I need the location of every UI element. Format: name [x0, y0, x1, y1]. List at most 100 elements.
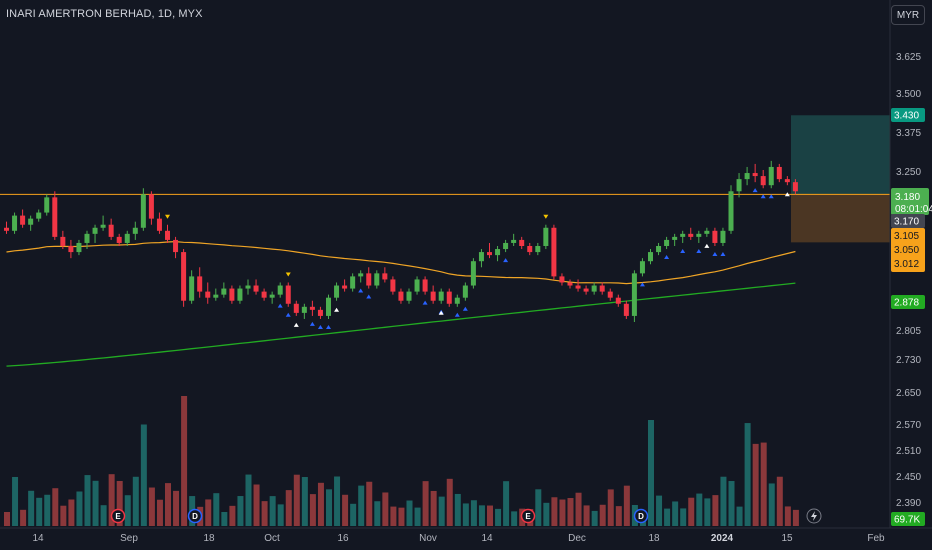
candle-body — [60, 236, 66, 246]
candle — [591, 282, 597, 295]
candle-body — [688, 233, 694, 237]
candle — [12, 212, 18, 234]
x-tick-label: Nov — [419, 533, 437, 544]
candle — [446, 288, 452, 307]
candle — [358, 270, 364, 283]
volume-bar — [269, 496, 276, 526]
candle-body — [503, 242, 509, 250]
x-tick-label: 2024 — [711, 533, 734, 544]
level-line-tag: 3.170 — [891, 214, 925, 228]
candle — [309, 300, 315, 316]
candle — [100, 215, 106, 231]
signal-up-marker — [366, 294, 372, 299]
volume-bar — [301, 477, 308, 526]
candle — [478, 249, 484, 268]
candle — [704, 227, 710, 237]
candle — [197, 267, 203, 298]
candle — [648, 249, 653, 265]
y-tick-label: 2.510 — [896, 446, 921, 457]
svg-text:69.7K: 69.7K — [894, 515, 920, 526]
volume-bar — [720, 476, 727, 526]
candle — [575, 279, 581, 292]
candle-body — [253, 285, 259, 292]
candle-body — [84, 233, 90, 243]
x-tick-label: 14 — [32, 533, 44, 544]
volume-bar — [559, 499, 566, 526]
candle-body — [495, 249, 501, 256]
stop-zone — [791, 194, 890, 243]
candle-body — [511, 239, 517, 243]
candle-body — [591, 285, 597, 292]
candle-body — [4, 227, 9, 231]
y-tick-label: 3.250 — [896, 167, 921, 178]
x-tick-label: 18 — [203, 533, 215, 544]
volume-bar — [752, 443, 759, 526]
volume-bar — [124, 495, 131, 526]
candle-body — [317, 309, 323, 316]
candle-body — [559, 276, 565, 283]
volume-bar — [656, 495, 663, 526]
candle — [20, 209, 26, 228]
candle-body — [189, 276, 195, 301]
volume-bar — [148, 487, 155, 526]
candle — [664, 236, 670, 250]
candle — [599, 282, 605, 295]
candle-body — [342, 285, 348, 289]
dividend-icon: D — [633, 508, 649, 524]
volume-bar — [599, 504, 606, 526]
candle — [615, 294, 621, 307]
volume-bar — [744, 423, 751, 526]
candle-body — [173, 239, 179, 253]
y-tick-label: 2.390 — [896, 498, 921, 509]
candle — [390, 276, 396, 295]
volume-bar — [253, 484, 260, 526]
candle — [342, 279, 348, 292]
indicator-lines — [0, 193, 890, 367]
candle-body — [20, 215, 26, 225]
candle-body — [28, 218, 34, 225]
candle-body — [382, 273, 388, 280]
candle-body — [792, 182, 798, 192]
currency-button[interactable]: MYR — [891, 5, 925, 25]
x-tick-label: 18 — [648, 533, 660, 544]
dividend-icon: D — [187, 508, 203, 524]
candle-body — [108, 224, 114, 237]
candle — [36, 209, 42, 222]
candle-body — [76, 242, 82, 253]
candle-body — [422, 279, 428, 292]
candle — [527, 242, 533, 256]
candle — [422, 276, 428, 295]
volume-tag: 69.7K — [891, 512, 925, 526]
volume-bar — [607, 489, 614, 526]
candle-body — [229, 288, 235, 301]
candle-body — [607, 291, 613, 298]
target-price-tag: 3.430 — [891, 108, 925, 122]
volume-bars — [4, 396, 799, 526]
signal-down-marker — [285, 272, 291, 277]
volume-bar — [495, 508, 502, 526]
svg-text:E: E — [115, 512, 121, 521]
candle-body — [760, 176, 766, 186]
volume-bar — [165, 483, 171, 526]
volume-bar — [792, 509, 799, 526]
volume-bar — [406, 500, 413, 526]
candle-body — [124, 233, 130, 243]
candle — [406, 288, 412, 304]
candle-body — [205, 291, 211, 298]
volume-bar — [326, 489, 332, 526]
candle-body — [92, 227, 98, 234]
signal-up-marker — [309, 321, 315, 326]
signal-up-marker — [422, 300, 428, 305]
volume-bar — [342, 494, 349, 526]
candle — [181, 249, 187, 307]
candle — [132, 221, 138, 240]
volume-bar — [293, 474, 300, 526]
candle — [301, 303, 307, 319]
candle-body — [293, 303, 299, 313]
candle — [519, 236, 525, 250]
volume-bar — [414, 507, 421, 526]
volume-bar — [551, 497, 558, 526]
candle-body — [462, 285, 468, 298]
volume-bar — [44, 494, 51, 526]
